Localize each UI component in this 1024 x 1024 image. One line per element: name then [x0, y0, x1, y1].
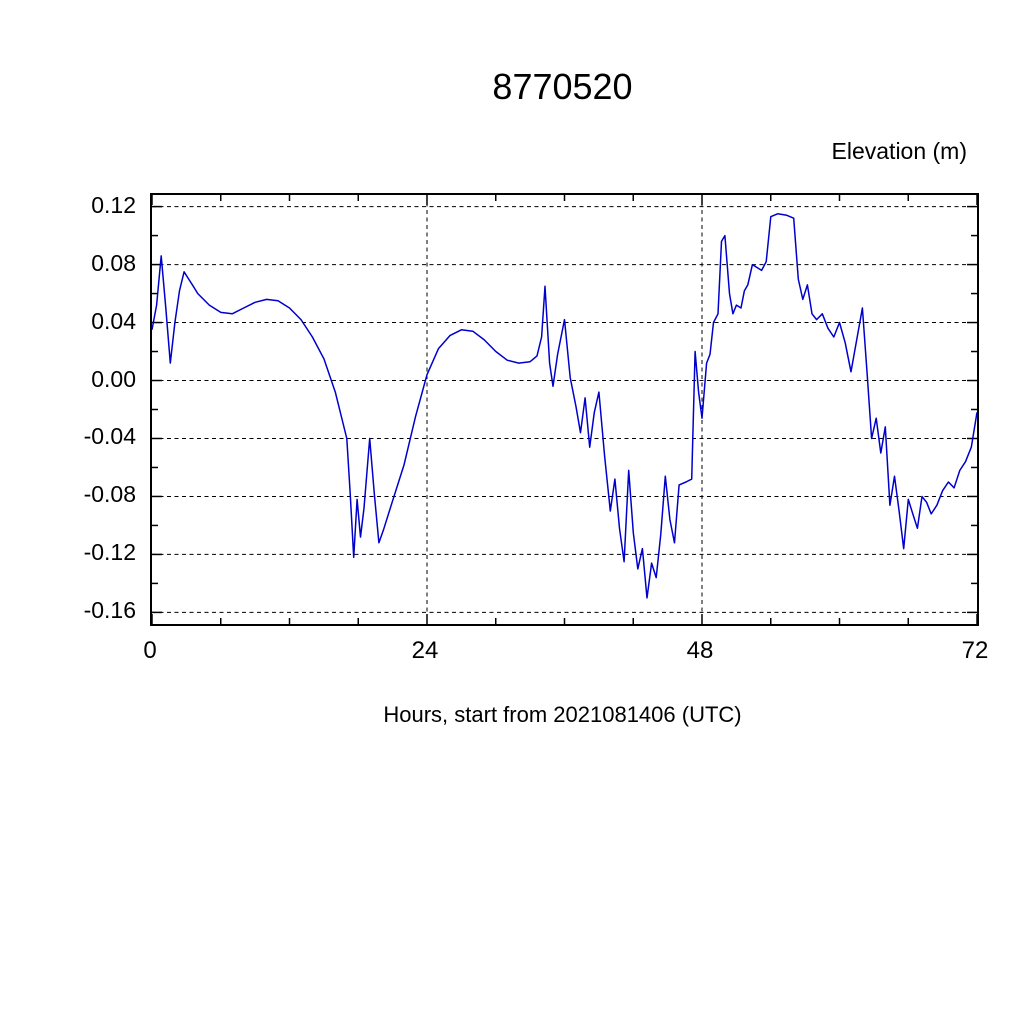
x-tick-label: 0 [143, 637, 157, 664]
y-tick-label: 0.04 [91, 307, 136, 334]
plot-area [150, 193, 979, 626]
x-tick-label: 72 [961, 637, 989, 664]
y-axis-title: Elevation (m) [831, 138, 967, 164]
y-tick-label: -0.16 [83, 597, 136, 624]
x-tick-label: 24 [411, 637, 439, 664]
x-tick-label: 48 [686, 637, 714, 664]
plot-svg [152, 195, 977, 624]
chart-title: 8770520 [492, 66, 633, 107]
y-tick-label: 0.12 [91, 191, 136, 218]
y-tick-label: 0.08 [91, 249, 136, 276]
y-tick-label: -0.08 [83, 481, 136, 508]
y-tick-label: -0.04 [83, 423, 136, 450]
y-tick-label: -0.12 [83, 539, 136, 566]
x-axis-title: Hours, start from 2021081406 (UTC) [383, 702, 742, 727]
elevation-series-line [152, 213, 977, 599]
y-tick-label: 0.00 [91, 365, 136, 392]
